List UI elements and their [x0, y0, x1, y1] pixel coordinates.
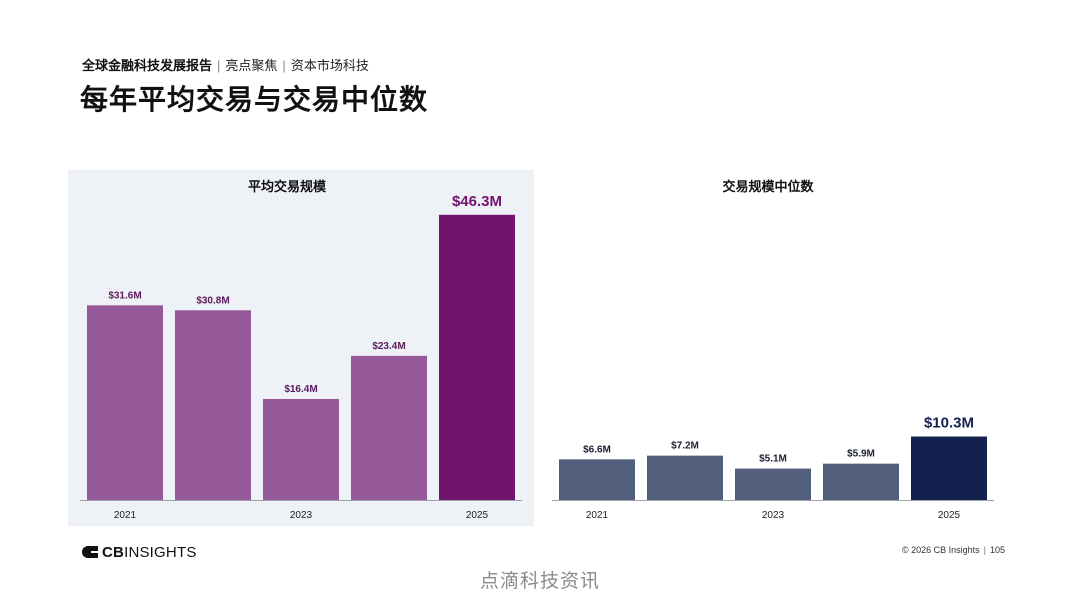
left-bar-2023	[263, 398, 339, 500]
left-tick-2023: 2023	[290, 510, 313, 521]
left-chart-title: 平均交易规模	[248, 179, 327, 194]
right-chart-title: 交易规模中位数	[722, 179, 814, 194]
right-tick-2021: 2021	[586, 510, 609, 521]
left-bar-2024	[351, 355, 427, 500]
right-bar-2022	[647, 455, 723, 500]
right-bar-2025	[911, 436, 987, 500]
right-tick-2023: 2023	[762, 510, 785, 521]
report-name: 全球金融科技发展报告	[82, 58, 213, 73]
report-topic: 资本市场科技	[290, 58, 369, 73]
footer-copyright: © 2026 CB Insights | 105	[901, 545, 1005, 555]
report-kicker: 全球金融科技发展报告 | 亮点聚焦 | 资本市场科技	[82, 58, 369, 73]
right-value-label-2024: $5.9M	[847, 449, 875, 460]
left-value-label-2025: $46.3M	[452, 193, 502, 210]
cb-logo-icon	[82, 546, 98, 558]
left-value-label-2023: $16.4M	[284, 384, 317, 395]
left-value-label-2021: $31.6M	[108, 290, 141, 301]
left-value-label-2024: $23.4M	[372, 341, 405, 352]
right-bar-2024	[823, 463, 899, 500]
left-tick-2025: 2025	[466, 510, 489, 521]
page-number: 105	[989, 545, 1005, 555]
right-bar-2021	[559, 459, 635, 500]
logo-prefix: CB	[102, 543, 125, 561]
page-title: 每年平均交易与交易中位数	[80, 83, 429, 116]
right-tick-2025: 2025	[938, 510, 961, 521]
cb-insights-logo: CBINSIGHTS	[82, 543, 197, 561]
left-tick-2021: 2021	[114, 510, 137, 521]
watermark-text: 点滴科技资讯	[479, 571, 600, 592]
left-bar-2025	[439, 214, 515, 501]
right-value-label-2025: $10.3M	[924, 415, 974, 432]
right-value-label-2022: $7.2M	[671, 441, 699, 452]
right-bar-2023	[735, 468, 811, 500]
copyright-text: © 2026 CB Insights	[901, 545, 980, 555]
right-value-label-2021: $6.6M	[583, 444, 611, 455]
logo-suffix: INSIGHTS	[124, 543, 197, 561]
left-value-label-2022: $30.8M	[196, 295, 229, 306]
left-bar-2022	[175, 310, 251, 500]
left-bar-2021	[87, 305, 163, 500]
right-value-label-2023: $5.1M	[759, 454, 787, 465]
report-section: 亮点聚焦	[225, 58, 278, 73]
